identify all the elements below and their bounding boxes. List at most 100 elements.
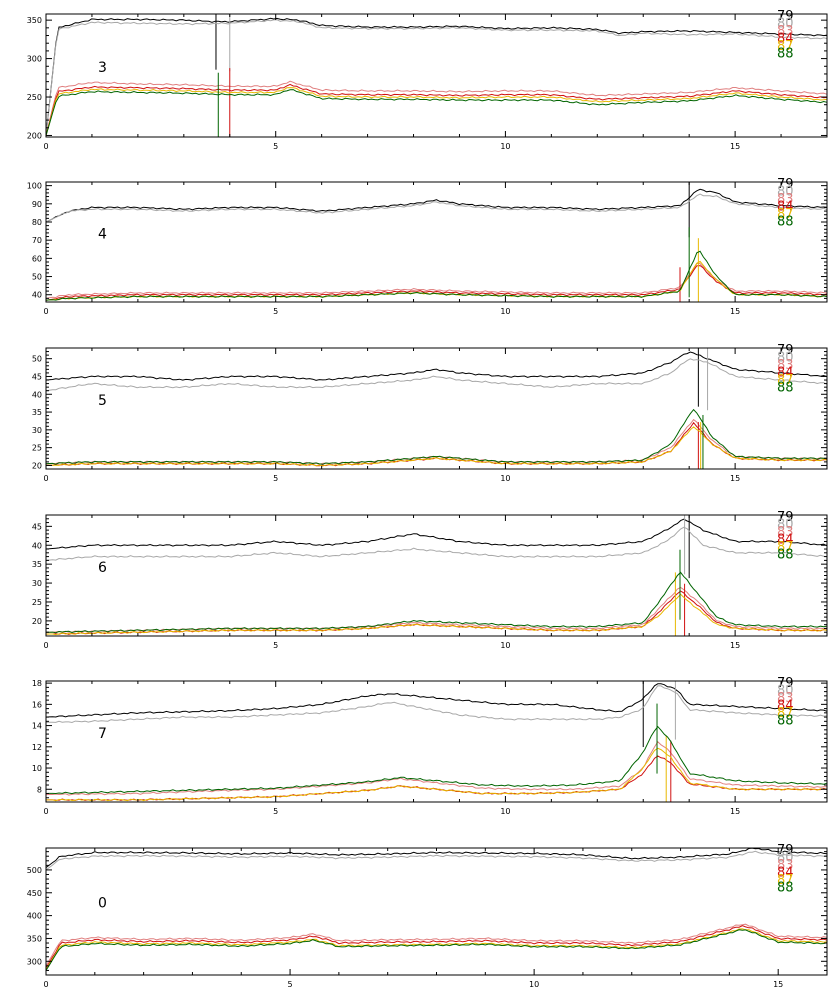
legend-entry-79: 79 bbox=[777, 676, 794, 691]
x-tick-label: 10 bbox=[529, 980, 539, 989]
y-tick-label: 350 bbox=[27, 934, 42, 943]
x-tick-label: 0 bbox=[43, 980, 48, 989]
y-tick-label: 450 bbox=[27, 889, 42, 898]
series-line-79 bbox=[45, 683, 828, 718]
legend-entry-80: 80 bbox=[777, 351, 794, 366]
legend-entry-79: 79 bbox=[777, 177, 794, 192]
legend-entry-88: 88 bbox=[777, 548, 794, 563]
x-tick-label: 15 bbox=[730, 142, 740, 151]
legend-entry-80: 80 bbox=[777, 851, 794, 866]
series-line-84 bbox=[45, 421, 828, 467]
y-tick-label: 400 bbox=[27, 912, 42, 921]
x-tick-label: 15 bbox=[730, 474, 740, 483]
series-line-80 bbox=[45, 19, 828, 136]
x-tick-label: 10 bbox=[500, 142, 510, 151]
x-tick-label: 0 bbox=[43, 807, 48, 816]
series-line-88 bbox=[45, 408, 828, 465]
legend-entry-84: 84 bbox=[777, 533, 794, 548]
series-line-87 bbox=[45, 260, 828, 301]
series-line-87 bbox=[45, 426, 828, 467]
series-line-83 bbox=[45, 741, 828, 796]
series-line-87 bbox=[46, 747, 828, 802]
plot-frame bbox=[45, 680, 828, 803]
legend-entry-87: 87 bbox=[777, 373, 794, 388]
series-line-88 bbox=[45, 250, 828, 301]
series-line-84 bbox=[46, 755, 828, 801]
x-tick-label: 15 bbox=[730, 307, 740, 316]
y-tick-label: 30 bbox=[32, 426, 42, 435]
legend-entry-80: 80 bbox=[777, 518, 794, 533]
x-tick-label: 5 bbox=[273, 142, 278, 151]
panel-id-label: 3 bbox=[98, 60, 107, 76]
legend-entry-87: 87 bbox=[777, 873, 794, 888]
panel-id-label: 0 bbox=[98, 896, 107, 912]
panel-id-label: 7 bbox=[98, 726, 107, 742]
y-tick-label: 90 bbox=[32, 200, 42, 209]
legend-entry-83: 83 bbox=[777, 24, 794, 39]
series-line-88 bbox=[45, 929, 828, 971]
x-tick-label: 5 bbox=[288, 980, 293, 989]
legend-entry-83: 83 bbox=[777, 858, 794, 873]
x-tick-label: 10 bbox=[500, 307, 510, 316]
y-tick-label: 20 bbox=[32, 617, 42, 626]
y-tick-label: 200 bbox=[27, 131, 42, 140]
series-line-88 bbox=[46, 571, 828, 634]
series-line-80 bbox=[45, 850, 828, 871]
x-tick-label: 15 bbox=[730, 641, 740, 650]
x-tick-label: 10 bbox=[500, 641, 510, 650]
x-tick-label: 10 bbox=[500, 474, 510, 483]
series-line-80 bbox=[45, 358, 828, 392]
legend-entry-87: 87 bbox=[777, 540, 794, 555]
y-tick-label: 16 bbox=[32, 700, 42, 709]
series-line-84 bbox=[45, 83, 828, 136]
series-line-80 bbox=[45, 685, 828, 724]
y-tick-label: 45 bbox=[32, 522, 42, 531]
y-tick-label: 300 bbox=[27, 55, 42, 64]
series-line-83 bbox=[45, 923, 828, 967]
plot-frame bbox=[45, 514, 828, 637]
y-tick-label: 500 bbox=[27, 866, 42, 875]
y-tick-label: 12 bbox=[32, 743, 42, 752]
y-tick-label: 50 bbox=[32, 355, 42, 364]
series-line-79 bbox=[45, 188, 828, 223]
series-line-87 bbox=[45, 87, 828, 136]
x-tick-label: 0 bbox=[43, 474, 48, 483]
series-line-87 bbox=[45, 593, 828, 636]
legend-entry-87: 87 bbox=[777, 39, 794, 54]
series-line-79 bbox=[45, 351, 828, 381]
y-tick-label: 50 bbox=[32, 273, 42, 282]
series-line-88 bbox=[45, 89, 828, 136]
legend-entry-83: 83 bbox=[777, 192, 794, 207]
y-tick-label: 70 bbox=[32, 236, 42, 245]
y-tick-label: 25 bbox=[32, 598, 42, 607]
series-line-79 bbox=[45, 518, 828, 550]
y-tick-label: 18 bbox=[32, 679, 42, 688]
legend-entry-80: 80 bbox=[777, 684, 794, 699]
legend-entry-79: 79 bbox=[777, 343, 794, 358]
y-tick-label: 8 bbox=[37, 785, 42, 794]
x-tick-label: 5 bbox=[273, 474, 278, 483]
legend-entry-80: 80 bbox=[777, 17, 794, 32]
plot-frame bbox=[45, 847, 828, 976]
plot-frame bbox=[45, 13, 828, 138]
y-tick-label: 45 bbox=[32, 372, 42, 381]
legend-entry-83: 83 bbox=[777, 525, 794, 540]
y-tick-label: 35 bbox=[32, 408, 42, 417]
series-line-80 bbox=[45, 526, 828, 561]
legend-entry-79: 79 bbox=[777, 843, 794, 858]
plot-frame bbox=[45, 181, 828, 303]
legend-entry-88: 88 bbox=[777, 714, 794, 729]
series-line-84 bbox=[45, 265, 828, 301]
legend-entry-79: 79 bbox=[777, 510, 794, 525]
legend-entry-80: 80 bbox=[777, 185, 794, 200]
legend-entry-83: 83 bbox=[777, 358, 794, 373]
x-tick-label: 0 bbox=[43, 142, 48, 151]
legend-entry-84: 84 bbox=[777, 32, 794, 47]
x-tick-label: 5 bbox=[273, 807, 278, 816]
